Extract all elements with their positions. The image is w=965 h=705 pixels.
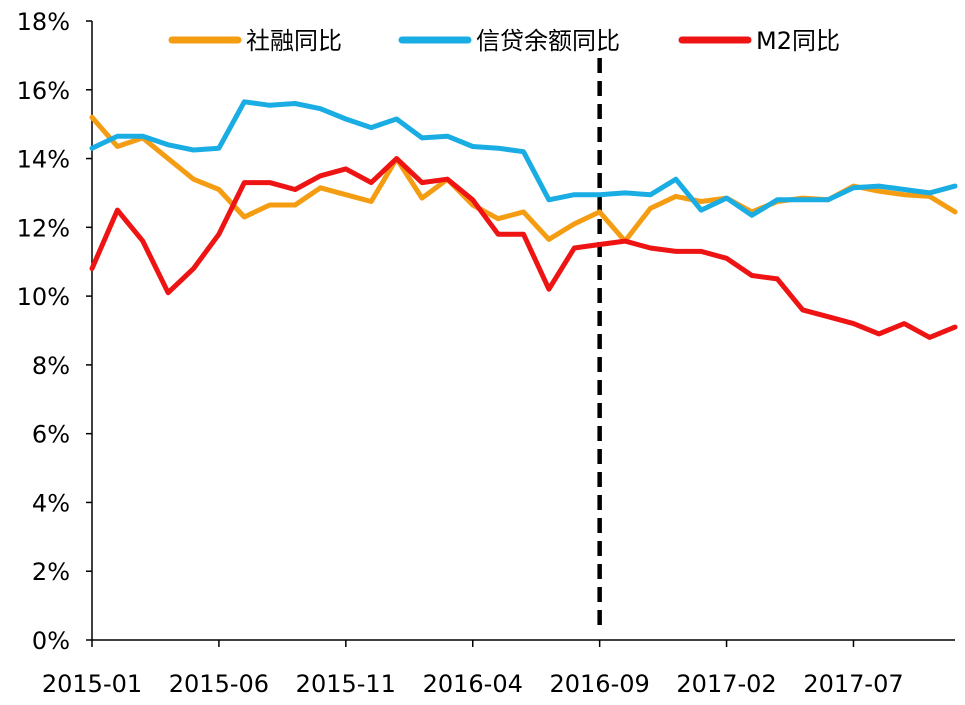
- legend-label-2: 信贷余额同比: [476, 27, 620, 55]
- x-tick-label: 2017-07: [803, 670, 903, 698]
- legend-label-1: 社融同比: [246, 27, 342, 55]
- y-tick-label: 4%: [32, 489, 70, 517]
- legend-label-3: M2同比: [756, 27, 840, 55]
- y-tick-label: 16%: [17, 77, 70, 105]
- x-tick-label: 2016-09: [550, 670, 650, 698]
- y-tick-label: 14%: [17, 146, 70, 174]
- x-tick-label: 2015-11: [296, 670, 396, 698]
- series-layer: [89, 99, 958, 340]
- y-tick-label: 12%: [17, 214, 70, 242]
- y-tick-label: 6%: [32, 421, 70, 449]
- x-tick-label: 2015-06: [169, 670, 269, 698]
- series-line-1: [89, 114, 958, 244]
- y-tick-label: 10%: [17, 283, 70, 311]
- y-tick-label: 18%: [17, 8, 70, 36]
- x-axis: 2015-01 2015-06 2015-11 2016-04 2016-09 2017-…: [42, 639, 955, 698]
- y-tick-label: 2%: [32, 558, 70, 586]
- x-tick-label: 2015-01: [42, 670, 142, 698]
- x-tick-label: 2016-04: [423, 670, 523, 698]
- series-line-2: [89, 99, 958, 218]
- y-tick-label: 0%: [32, 627, 70, 655]
- y-tick-label: 8%: [32, 352, 70, 380]
- legend: 社融同比 信贷余额同比 M2同比: [168, 27, 840, 55]
- y-axis: 0% 2% 4% 6% 8% 10% 12% 14% 16% 18%: [17, 8, 93, 655]
- series-line-3: [89, 156, 958, 340]
- x-tick-label: 2017-02: [676, 670, 776, 698]
